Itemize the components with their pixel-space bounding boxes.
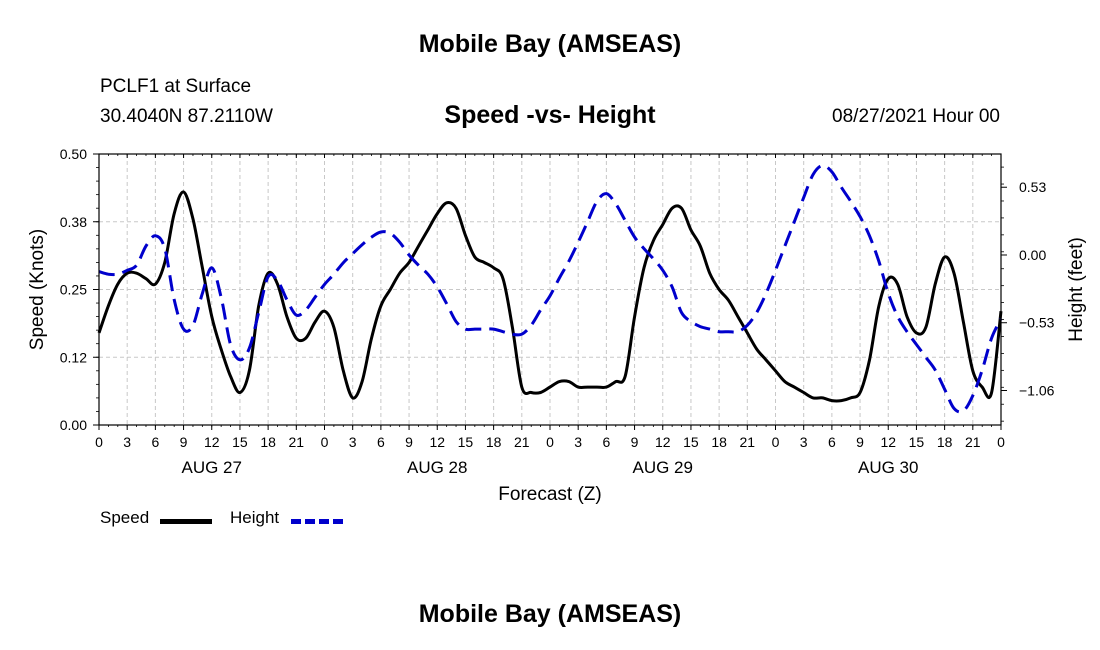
x-day-label: AUG 27 <box>182 458 242 477</box>
legend-height-swatch <box>291 519 343 524</box>
x-tick-label: 21 <box>965 434 981 450</box>
x-tick-label: 3 <box>349 434 357 450</box>
x-tick-label: 21 <box>289 434 305 450</box>
y2-tick-label: −1.06 <box>1019 382 1055 398</box>
x-tick-label: 9 <box>856 434 864 450</box>
y-tick-label: 0.00 <box>60 417 87 433</box>
y2-tick-label: 0.53 <box>1019 179 1046 195</box>
x-tick-label: 12 <box>429 434 445 450</box>
x-day-label: AUG 28 <box>407 458 467 477</box>
x-tick-label: 21 <box>740 434 756 450</box>
x-tick-label: 12 <box>880 434 896 450</box>
x-tick-label: 15 <box>458 434 474 450</box>
x-day-label: AUG 29 <box>633 458 693 477</box>
station-coordinates: 30.4040N 87.2110W <box>100 106 273 127</box>
x-tick-label: 21 <box>514 434 530 450</box>
x-tick-label: 9 <box>631 434 639 450</box>
legend-speed-swatch <box>160 519 212 524</box>
x-tick-label: 18 <box>486 434 502 450</box>
chart-title: Mobile Bay (AMSEAS) <box>418 30 682 58</box>
x-tick-label: 6 <box>151 434 159 450</box>
x-tick-label: 0 <box>321 434 329 450</box>
y2-tick-label: −0.53 <box>1019 315 1055 331</box>
axis-layer: 0 3 6 9 12 15 18 21 0 3 6 9 12 15 18 21 0 3 6 9 12 15 18 21 0 3 6 9… <box>60 146 1055 477</box>
forecast-datetime: 08/27/2021 Hour 00 <box>832 106 1000 127</box>
x-tick-label: 6 <box>377 434 385 450</box>
x-tick-label: 18 <box>260 434 276 450</box>
x-day-label: AUG 30 <box>858 458 918 477</box>
footer-title: Mobile Bay (AMSEAS) <box>418 600 682 628</box>
y-axis-label: Speed (Knots) <box>27 229 48 350</box>
y-tick-label: 0.25 <box>60 282 87 298</box>
grid-lines <box>99 154 1001 425</box>
y-tick-label: 0.12 <box>60 349 87 365</box>
chart-subtitle: Speed -vs- Height <box>444 101 656 129</box>
x-tick-label: 12 <box>655 434 671 450</box>
x-tick-label: 12 <box>204 434 220 450</box>
x-tick-label: 0 <box>997 434 1005 450</box>
legend-speed: Speed <box>100 508 149 528</box>
x-tick-label: 0 <box>772 434 780 450</box>
x-axis-label: Forecast (Z) <box>498 484 601 505</box>
series-layer <box>97 163 1003 414</box>
station-label: PCLF1 at Surface <box>100 76 252 97</box>
y-tick-label: 0.38 <box>60 214 87 230</box>
x-tick-label: 6 <box>828 434 836 450</box>
legend-height: Height <box>230 508 279 528</box>
x-tick-label: 3 <box>800 434 808 450</box>
x-tick-label: 9 <box>180 434 188 450</box>
y2-axis-label: Height (feet) <box>1066 237 1087 342</box>
x-tick-label: 18 <box>937 434 953 450</box>
legend-speed-label: Speed <box>100 508 150 527</box>
series-line-speed <box>97 190 1003 403</box>
x-tick-label: 3 <box>574 434 582 450</box>
x-tick-label: 0 <box>95 434 103 450</box>
y-tick-label: 0.50 <box>60 146 87 162</box>
x-tick-label: 15 <box>909 434 925 450</box>
x-tick-label: 6 <box>602 434 610 450</box>
legend-height-label: Height <box>230 508 280 527</box>
x-tick-label: 15 <box>683 434 699 450</box>
x-tick-label: 15 <box>232 434 248 450</box>
x-tick-label: 18 <box>711 434 727 450</box>
x-tick-label: 3 <box>123 434 131 450</box>
x-tick-label: 9 <box>405 434 413 450</box>
series-line-height <box>98 163 1003 414</box>
y2-tick-label: 0.00 <box>1019 247 1046 263</box>
x-tick-label: 0 <box>546 434 554 450</box>
